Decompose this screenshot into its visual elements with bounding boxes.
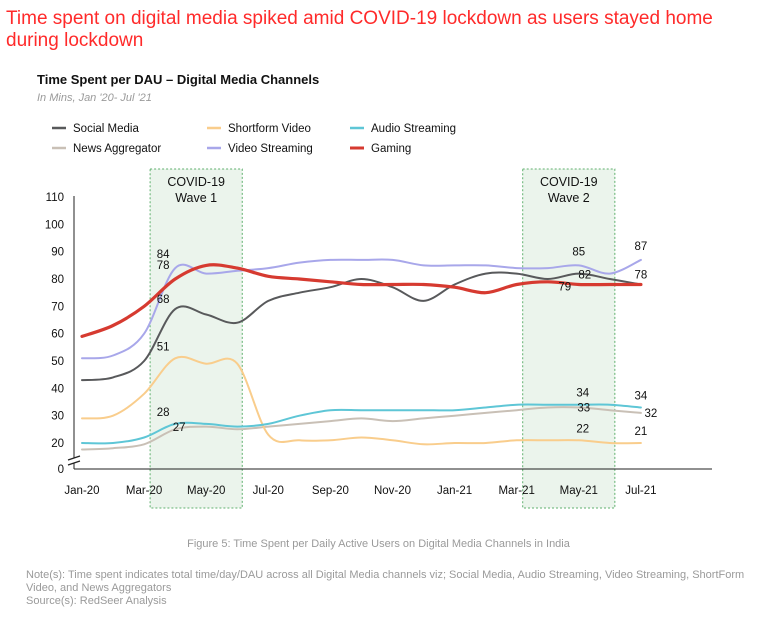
x-tick-label: Jul-21 <box>625 485 656 497</box>
legend-label: News Aggregator <box>73 143 161 155</box>
data-label: 82 <box>578 270 591 282</box>
x-tick-label: Sep-20 <box>312 485 349 497</box>
x-tick-label: Jul-20 <box>253 485 284 497</box>
legend-label: Social Media <box>73 123 139 135</box>
source-text: Source(s): RedSeer Analysis <box>26 595 167 607</box>
series-line <box>81 271 642 382</box>
data-label: 22 <box>576 423 589 435</box>
covid-band-label: COVID-19 <box>167 175 225 189</box>
y-tick-label: 80 <box>51 274 64 286</box>
covid-band <box>522 168 616 509</box>
covid-band-label: Wave 2 <box>548 191 590 205</box>
notes-block: Note(s): Time spent indicates total time… <box>26 569 751 608</box>
y-tick-label: 110 <box>46 192 64 204</box>
y-tick-label: 60 <box>51 329 64 341</box>
x-tick-label: May-21 <box>560 485 598 497</box>
legend-label: Audio Streaming <box>371 123 456 135</box>
legend-label: Gaming <box>371 143 411 155</box>
chart-axes: 0 20 30 40 50 60 70 80 90 100 110 Jan-20 Mar-20 May-2… <box>45 192 712 497</box>
series-line <box>81 258 642 360</box>
y-tick-label: 100 <box>45 219 64 231</box>
data-label: 84 <box>157 249 170 261</box>
data-label: 34 <box>635 390 648 402</box>
data-label: 33 <box>577 402 590 414</box>
x-tick-label: Jan-21 <box>437 485 472 497</box>
x-tick-label: Nov-20 <box>374 485 411 497</box>
data-label: 85 <box>572 246 585 258</box>
y-tick-label: 70 <box>51 301 64 313</box>
y-tick-label: 50 <box>51 356 64 368</box>
series-line <box>81 406 642 451</box>
covid-band-label: Wave 1 <box>175 191 217 205</box>
data-label: 78 <box>635 269 648 281</box>
data-label: 34 <box>576 388 589 400</box>
y-tick-label: 40 <box>51 383 64 395</box>
y-tick-label: 0 <box>58 464 64 476</box>
x-tick-label: Mar-21 <box>498 485 534 497</box>
note-text: Note(s): Time spent indicates total time… <box>26 569 745 594</box>
x-tick-label: Jan-20 <box>64 485 99 497</box>
covid-bands: COVID-19 Wave 1 COVID-19 Wave 2 <box>149 168 616 509</box>
data-labels: 68 82 78 33 32 51 22 21 84 85 87 28 34 34 78 79 27 <box>157 241 658 438</box>
axis-break-icon <box>67 455 81 466</box>
covid-band-label: COVID-19 <box>540 175 598 189</box>
data-label: 68 <box>157 294 170 306</box>
data-label: 78 <box>157 260 170 272</box>
y-tick-label: 30 <box>51 411 64 423</box>
figure-caption: Figure 5: Time Spent per Daily Active Us… <box>187 538 570 550</box>
y-tick-label: 90 <box>51 247 64 259</box>
chart-title: Time Spent per DAU – Digital Media Chann… <box>37 72 319 87</box>
line-chart: Time Spent per DAU – Digital Media Chann… <box>37 72 712 509</box>
data-label: 28 <box>157 407 170 419</box>
data-label: 32 <box>645 408 658 420</box>
data-label: 79 <box>558 281 571 293</box>
series-line <box>81 403 642 445</box>
series-line <box>80 263 643 338</box>
x-tick-label: May-20 <box>187 485 225 497</box>
data-label: 27 <box>173 422 186 434</box>
legend-label: Shortform Video <box>228 123 311 135</box>
series-lines <box>80 258 643 451</box>
y-tick-label: 20 <box>51 438 64 450</box>
legend-label: Video Streaming <box>228 143 313 155</box>
data-label: 87 <box>635 241 648 253</box>
chart-legend: Social Media News Aggregator Shortform Vid… <box>52 123 456 155</box>
series-line <box>81 355 642 446</box>
x-tick-label: Mar-20 <box>126 485 162 497</box>
covid-band <box>149 168 243 509</box>
chart-subtitle: In Mins, Jan '20- Jul '21 <box>37 92 152 104</box>
page-headline: Time spent on digital media spiked amid … <box>6 8 713 51</box>
data-label: 51 <box>157 341 170 353</box>
data-label: 21 <box>635 426 648 438</box>
